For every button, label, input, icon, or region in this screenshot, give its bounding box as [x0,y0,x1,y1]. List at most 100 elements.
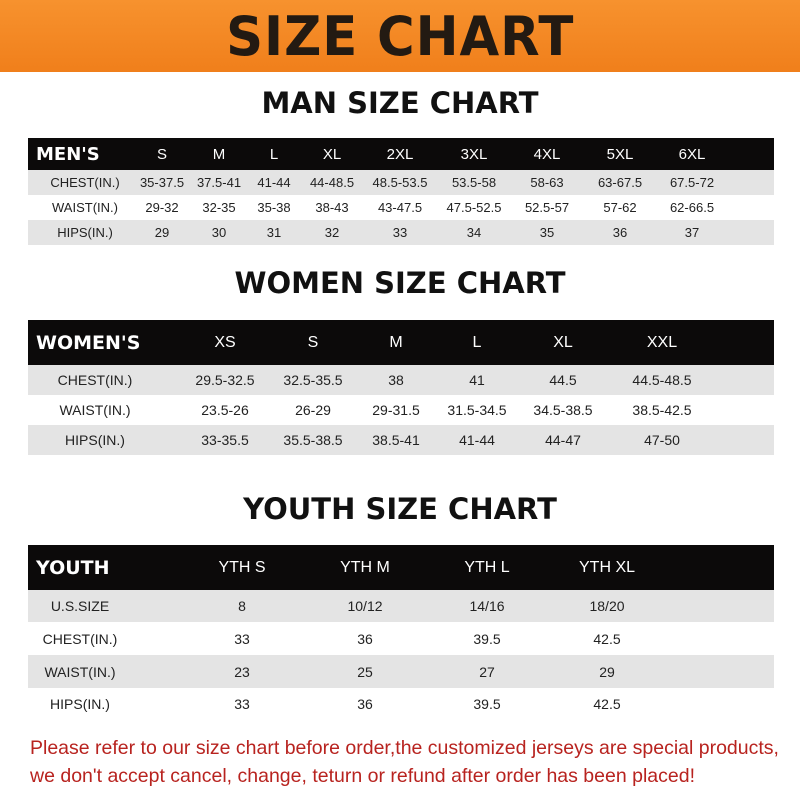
measure-value-cell: 47-50 [644,432,680,448]
measure-value-cell: 32.5-35.5 [283,372,343,388]
measure-value-cell: 31 [266,225,282,240]
measure-label-cell: CHEST(IN.) [42,630,118,647]
size-header-cell: M [389,333,403,351]
banner-title: SIZE CHART [225,4,575,68]
measure-value-cell: 44.5-48.5 [632,372,692,388]
measure-value-cell: 57-62 [603,200,637,215]
measure-value-cell: 31.5-34.5 [447,402,507,418]
measure-label-cell: WAIST(IN.) [52,200,118,215]
measure-value-cell: 53.5-58 [451,175,497,190]
men-title: MAN SIZE CHART [261,86,539,120]
measure-label-cell: U.S.SIZE [50,598,110,614]
measure-value-cell: 23 [234,663,250,680]
measure-value-cell: 18/20 [589,598,625,614]
table-row: WAIST(IN.) 23.5-26 26-29 29-31.5 31.5-34.5 34… [28,395,774,425]
size-header-cell: XL [322,145,342,163]
measure-value-cell: 36 [612,225,628,240]
table-row: WAIST(IN.) 23 25 27 29 [28,655,774,688]
measure-value-cell: 33 [234,630,250,647]
measure-value-cell: 35.5-38.5 [283,432,343,448]
youth-title: YOUTH SIZE CHART [243,492,557,526]
measure-value-cell: 44.5 [549,372,577,388]
measure-label-cell: HIPS(IN.) [65,432,125,448]
size-header-cell: L [472,333,482,351]
size-header-cell: 2XL [386,145,414,163]
measure-value-cell: 33 [234,696,250,712]
measure-value-cell: 32 [324,225,340,240]
table-row: HIPS(IN.) 33 36 39.5 42.5 [28,688,774,720]
measure-value-cell: 25 [357,663,373,680]
measure-value-cell: 35-37.5 [139,175,185,190]
measure-value-cell: 42.5 [593,696,621,712]
size-header-cell: 5XL [606,145,634,163]
table-row: CHEST(IN.) 33 36 39.5 42.5 [28,622,774,655]
measure-value-cell: 29 [154,225,170,240]
measure-value-cell: 58-63 [530,175,564,190]
women-title: WOMEN SIZE CHART [234,266,566,300]
size-header-cell: S [156,145,168,163]
size-header-cell: S [307,333,319,351]
measure-value-cell: 27 [479,663,495,680]
size-header-cell: XXL [646,333,678,351]
table-row: CHEST(IN.) 35-37.5 37.5-41 41-44 44-48.5 48.5… [28,170,774,195]
order-notice: Please refer to our size chart before or… [30,734,790,790]
size-header-cell: XS [214,333,236,351]
measure-value-cell: 42.5 [593,630,621,647]
measure-value-cell: 8 [238,598,246,614]
notice-line-2: we don't accept cancel, change, teturn o… [30,765,695,787]
measure-value-cell: 39.5 [473,630,501,647]
size-header-cell: M [212,145,226,163]
measure-value-cell: 43-47.5 [377,200,423,215]
measure-value-cell: 33 [392,225,408,240]
size-header-cell: YTH S [218,558,266,576]
table-row: HIPS(IN.) 29 30 31 32 33 34 35 36 37 [28,220,774,245]
size-header-cell: YTH L [464,558,510,576]
measure-value-cell: 14/16 [469,598,505,614]
measure-value-cell: 33-35.5 [201,432,249,448]
measure-value-cell: 44-47 [545,432,581,448]
women-header-row: WOMEN'S XS S M L XL XXL [28,320,774,365]
size-header-cell: 6XL [678,145,706,163]
measure-value-cell: 41-44 [459,432,495,448]
measure-label-cell: WAIST(IN.) [59,402,131,418]
measure-value-cell: 37.5-41 [196,175,242,190]
measure-value-cell: 26-29 [295,402,331,418]
measure-label-cell: HIPS(IN.) [57,225,113,240]
measure-value-cell: 48.5-53.5 [372,175,428,190]
table-title-cell: YOUTH [36,556,110,579]
measure-value-cell: 32-35 [202,200,236,215]
size-header-cell: L [269,145,279,163]
measure-value-cell: 30 [211,225,227,240]
youth-header-row: YOUTH YTH S YTH M YTH L YTH XL [28,545,774,590]
measure-value-cell: 52.5-57 [524,200,570,215]
size-header-cell: XL [553,333,573,351]
table-row: CHEST(IN.) 29.5-32.5 32.5-35.5 38 41 44.5 44.5… [28,365,774,395]
measure-value-cell: 34.5-38.5 [533,402,593,418]
notice-line-1: Please refer to our size chart before or… [30,737,779,759]
measure-value-cell: 44-48.5 [309,175,355,190]
size-header-cell: YTH XL [578,558,636,576]
table-title-cell: WOMEN'S [36,331,141,354]
measure-value-cell: 38.5-42.5 [632,402,692,418]
table-row: HIPS(IN.) 33-35.5 35.5-38.5 38.5-41 41-44 44-… [28,425,774,455]
size-header-cell: YTH M [340,558,390,576]
size-header-cell: 3XL [460,145,488,163]
measure-value-cell: 37 [684,225,700,240]
measure-value-cell: 36 [357,630,373,647]
measure-label-cell: WAIST(IN.) [44,663,116,680]
measure-value-cell: 67.5-72 [669,175,715,190]
measure-value-cell: 39.5 [473,696,501,712]
measure-value-cell: 38-43 [315,200,349,215]
measure-value-cell: 29 [599,663,615,680]
measure-value-cell: 29.5-32.5 [195,372,255,388]
table-row: WAIST(IN.) 29-32 32-35 35-38 38-43 43-47.5 47.… [28,195,774,220]
measure-value-cell: 63-67.5 [597,175,643,190]
men-header-row: MEN'S S M L XL 2XL 3XL 4XL 5XL 6XL [28,138,774,170]
table-title-cell: MEN'S [36,143,100,165]
measure-value-cell: 38 [388,372,404,388]
measure-label-cell: HIPS(IN.) [50,696,110,712]
measure-value-cell: 29-32 [145,200,179,215]
table-row: U.S.SIZE 8 10/12 14/16 18/20 [28,590,774,622]
measure-value-cell: 62-66.5 [669,200,715,215]
measure-value-cell: 10/12 [347,598,383,614]
